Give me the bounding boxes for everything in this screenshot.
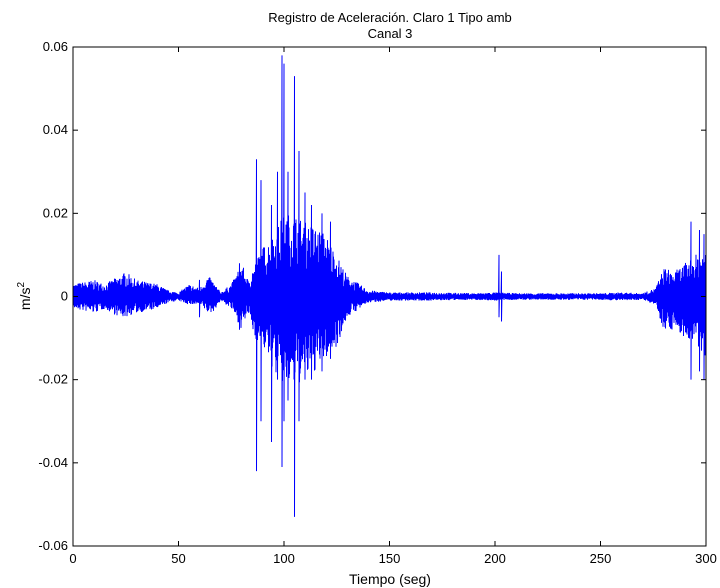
y-axis-label-superscript: 2 bbox=[16, 282, 27, 288]
x-axis-label: Tiempo (seg) bbox=[349, 571, 431, 587]
y-tick-label: -0.04 bbox=[38, 455, 68, 470]
x-tick-label: 50 bbox=[171, 551, 185, 566]
tick-layer: 0 50 100 150 200 250 300 -0.06 -0.04 -0.02 0 0.02 0.… bbox=[38, 39, 716, 566]
x-tick-label: 200 bbox=[484, 551, 506, 566]
y-axis-label: m/s2 bbox=[16, 282, 33, 311]
plot-area bbox=[72, 46, 707, 547]
y-tick-label: -0.02 bbox=[38, 372, 68, 387]
y-tick-label: 0.06 bbox=[43, 39, 68, 54]
series-acceleration-line bbox=[72, 55, 707, 517]
y-tick-label: -0.06 bbox=[38, 538, 68, 553]
y-tick-label: 0.04 bbox=[43, 122, 68, 137]
x-tick-label: 300 bbox=[695, 551, 717, 566]
x-tick-label: 100 bbox=[273, 551, 295, 566]
y-axis-label-base: m/s bbox=[17, 288, 33, 311]
y-tick-label: 0 bbox=[61, 289, 68, 304]
y-tick-label: 0.02 bbox=[43, 205, 68, 220]
chart-title: Registro de Aceleración. Claro 1 Tipo am… bbox=[268, 10, 512, 25]
x-tick-label: 150 bbox=[379, 551, 401, 566]
x-tick-label: 0 bbox=[69, 551, 76, 566]
x-tick-label: 250 bbox=[590, 551, 612, 566]
chart-subtitle: Canal 3 bbox=[368, 26, 413, 41]
